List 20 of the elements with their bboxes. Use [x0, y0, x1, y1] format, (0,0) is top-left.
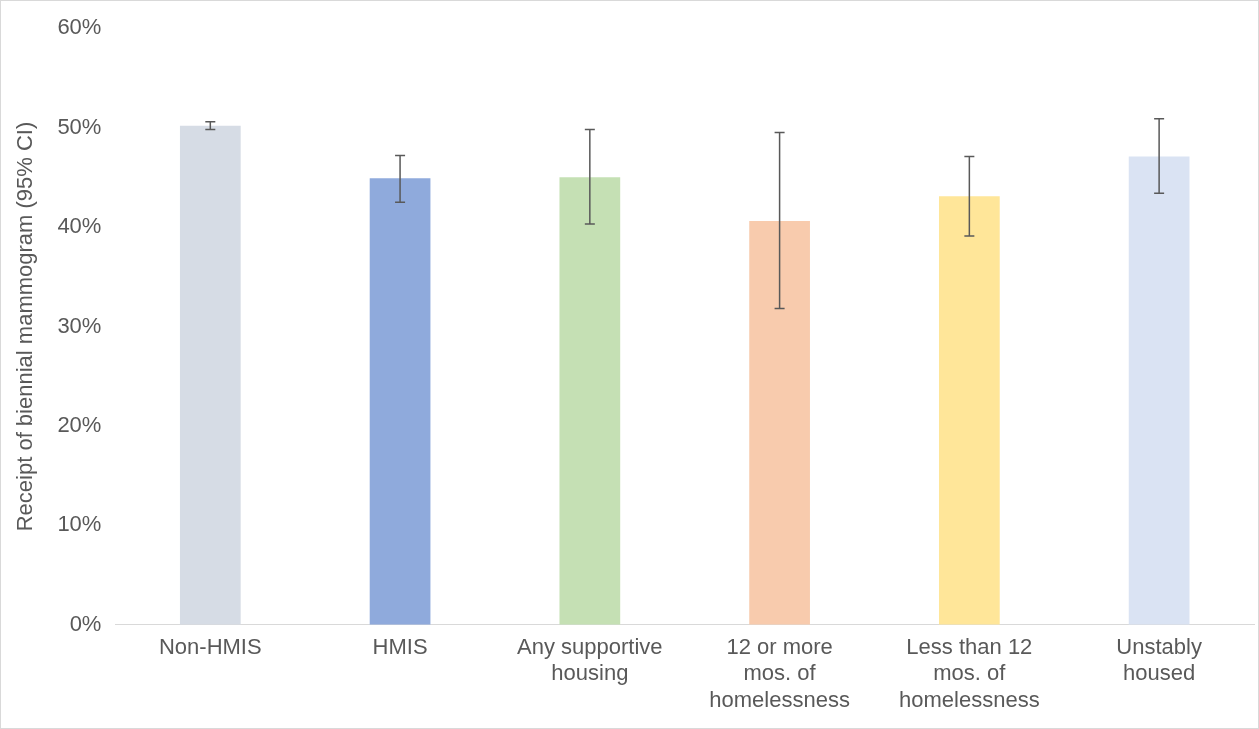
y-axis-title: Receipt of biennial mammogram (95% CI): [12, 121, 38, 532]
bar: [559, 177, 621, 625]
y-tick-label: 40%: [57, 213, 102, 239]
y-tick-label: 10%: [57, 511, 102, 537]
y-tick-label: 20%: [57, 412, 102, 437]
y-tick-label: 0%: [69, 610, 102, 636]
y-tick-label: 50%: [57, 113, 102, 139]
x-tick-label: Less than 12 mos. of homelessness: [899, 634, 1040, 712]
bar: [1128, 156, 1190, 625]
x-tick-label: HMIS: [372, 634, 428, 660]
x-tick-label: Unstably housed: [1116, 634, 1202, 686]
bar: [749, 221, 810, 625]
y-tick-label: 30%: [57, 312, 102, 338]
x-tick-label: 12 or more mos. of homelessness: [709, 634, 850, 712]
bar: [369, 178, 431, 625]
x-tick-label: Any supportive housing: [517, 634, 663, 686]
x-tick-label: Non-HMIS: [158, 634, 262, 660]
y-tick-label: 60%: [57, 14, 102, 40]
bar: [939, 196, 1000, 625]
bar: [179, 125, 241, 625]
